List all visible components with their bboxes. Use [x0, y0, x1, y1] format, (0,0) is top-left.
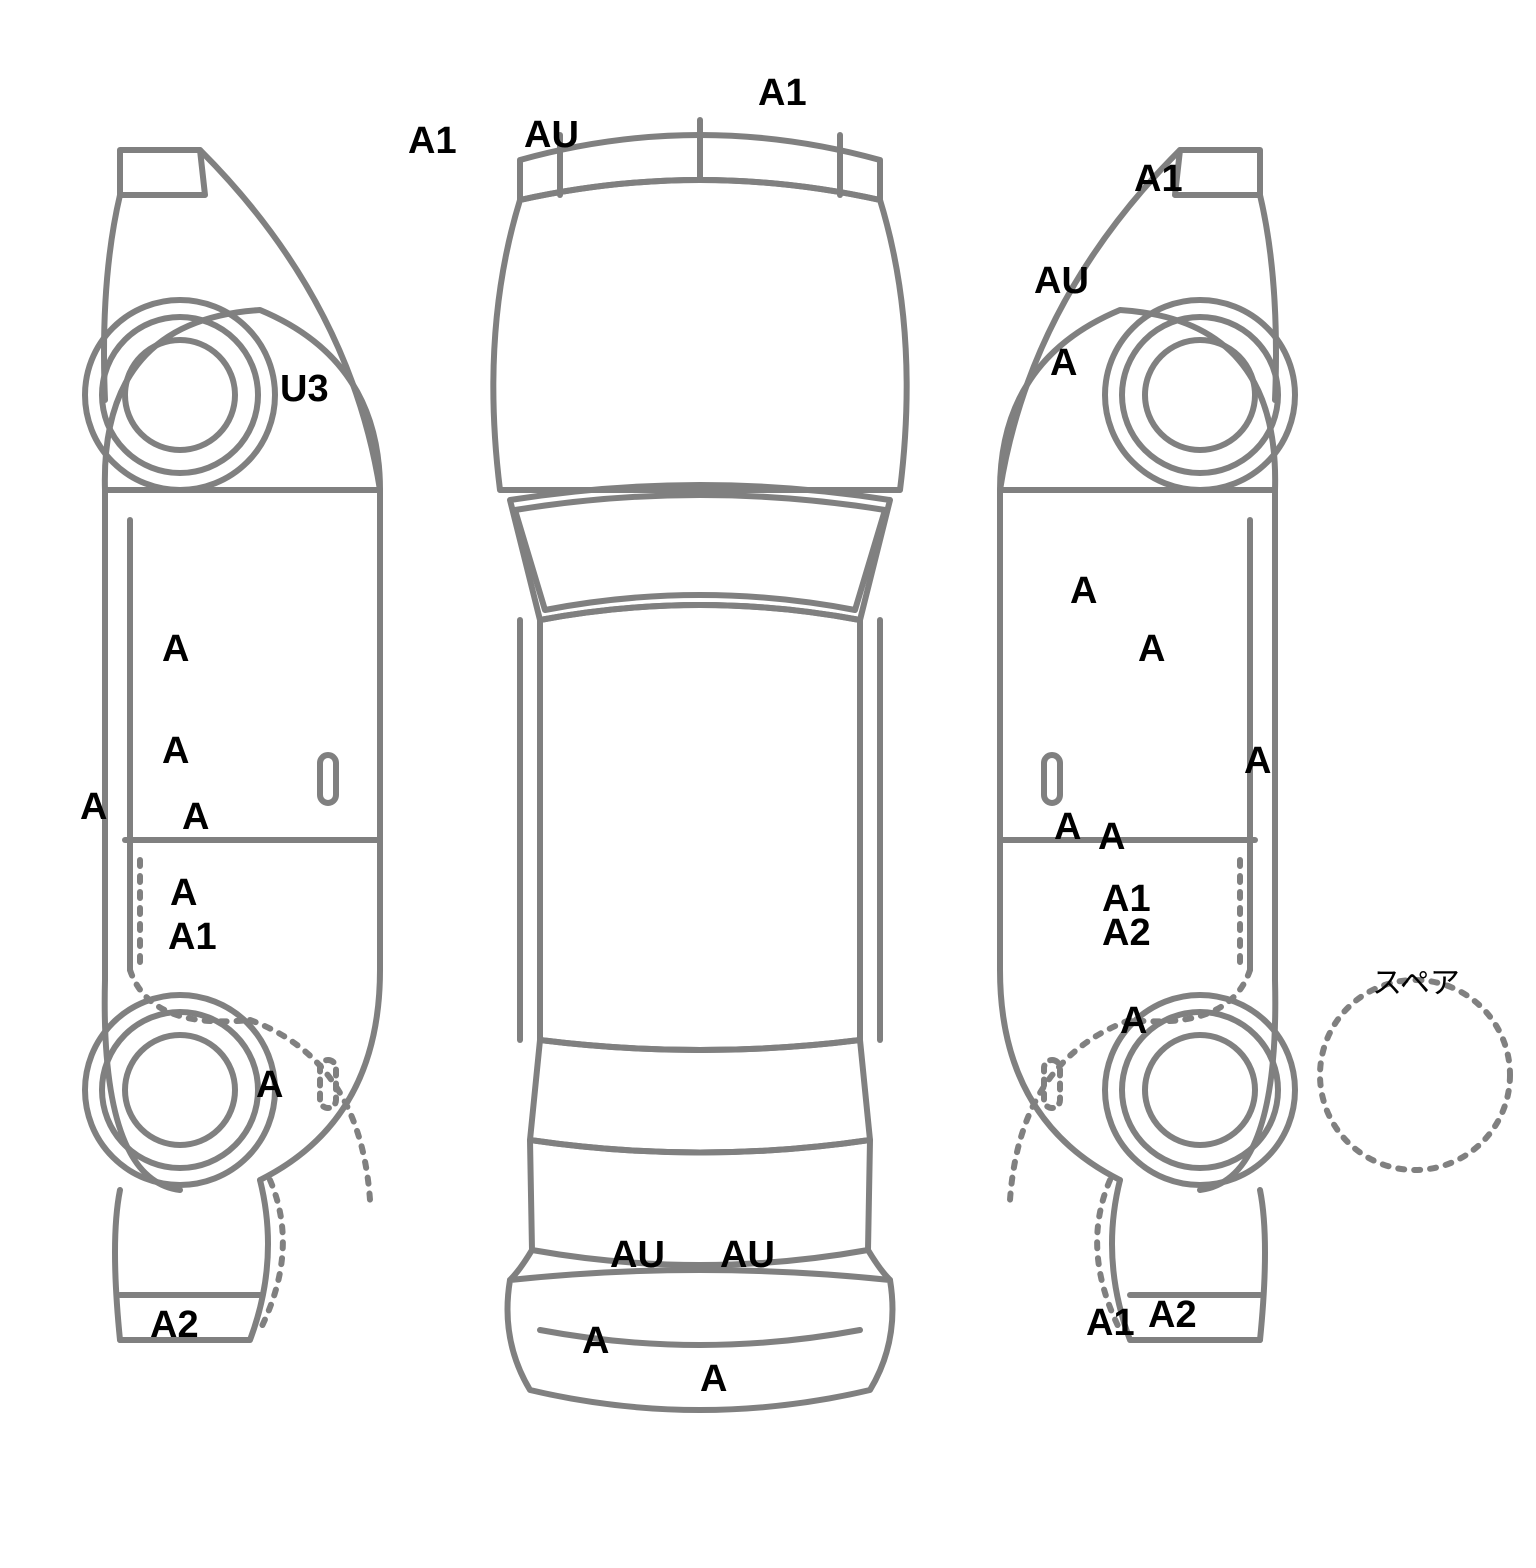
- damage-label-right-a-pillar: A: [1070, 570, 1097, 613]
- damage-label-right-a-handle: A: [1054, 806, 1081, 849]
- damage-label-right-a2-rear-door: A2: [1102, 912, 1151, 955]
- damage-label-front-a1-left: A1: [408, 120, 457, 163]
- spare-tire-label: スペア: [1372, 958, 1460, 1002]
- damage-label-left-u3: U3: [280, 368, 329, 411]
- damage-label-right-a-door-1: A: [1138, 628, 1165, 671]
- vehicle-diagram: スペア A1AUA1A1AUAU3AAAAAAAAAAA1A1A2AAAUAUA…: [0, 0, 1536, 1568]
- damage-label-rear-bumper-a-1: A: [582, 1320, 609, 1363]
- damage-label-rear-au-1: AU: [610, 1234, 665, 1277]
- damage-label-left-a-quarter: A: [256, 1064, 283, 1107]
- damage-label-front-a1-center: A1: [758, 72, 807, 115]
- vehicle-outline-svg: [0, 0, 1536, 1568]
- damage-label-left-a-door-1: A: [162, 628, 189, 671]
- damage-label-left-a-door-3: A: [182, 796, 209, 839]
- damage-label-left-a-rear-door: A: [170, 872, 197, 915]
- damage-label-left-a2-rear: A2: [150, 1304, 199, 1347]
- damage-label-right-au-hood: AU: [1034, 260, 1089, 303]
- damage-label-right-a-fender: A: [1050, 342, 1077, 385]
- damage-label-left-a1-rear-door: A1: [168, 916, 217, 959]
- damage-label-rear-au-2: AU: [720, 1234, 775, 1277]
- damage-label-front-au: AU: [524, 114, 579, 157]
- damage-label-front-a1-right: A1: [1134, 158, 1183, 201]
- damage-label-right-a-quarter: A: [1120, 1000, 1147, 1043]
- damage-label-rear-bumper-a-2: A: [700, 1358, 727, 1401]
- damage-label-right-a2-rear: A2: [1148, 1294, 1197, 1337]
- damage-label-left-a-sill: A: [80, 786, 107, 829]
- damage-label-left-a-door-2: A: [162, 730, 189, 773]
- damage-label-right-a-sill: A: [1244, 740, 1271, 783]
- damage-label-right-a1-rear: A1: [1086, 1302, 1135, 1345]
- damage-label-right-a-door-2: A: [1098, 816, 1125, 859]
